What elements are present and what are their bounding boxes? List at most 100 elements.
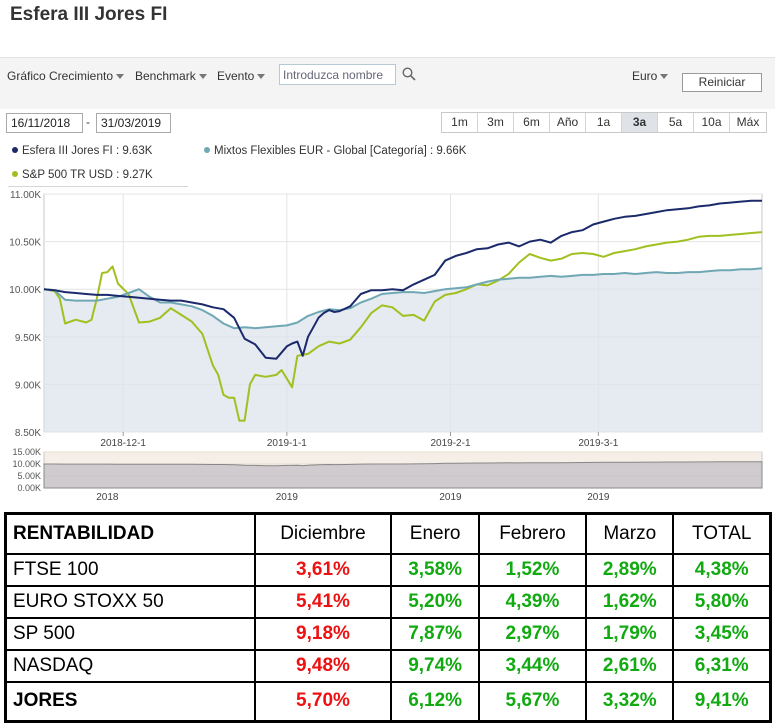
search-input[interactable] (279, 64, 396, 85)
table-cell: 1,62% (585, 584, 675, 619)
date-from-input[interactable]: 16/11/2018 (6, 113, 83, 133)
range-button-10a[interactable]: 10a (694, 113, 730, 132)
range-button-3m[interactable]: 3m (478, 113, 514, 132)
chevron-down-icon (116, 74, 125, 80)
search-icon[interactable] (402, 67, 416, 81)
table-cell: 1,52% (477, 552, 588, 587)
table-header-cell: TOTAL (672, 512, 772, 555)
navigator-series (43, 461, 763, 489)
table-header-cell: Enero (390, 512, 480, 555)
reset-button[interactable]: Reiniciar (682, 73, 762, 92)
table-cell: 3,61% (253, 552, 393, 587)
table-cell: 7,87% (390, 616, 480, 651)
legend-item-sp500[interactable]: S&P 500 TR USD : 9.27K (12, 169, 153, 181)
navigator-x-label: 2018 (96, 492, 119, 503)
page-title: Esfera III Jores FI (10, 4, 168, 25)
currency-menu-label: Euro (632, 69, 658, 83)
table-row: SP 500 9,18% 7,87% 2,97% 1,79% 3,45% (4, 616, 772, 651)
table-row: FTSE 100 3,61% 3,58% 1,52% 2,89% 4,38% (4, 552, 772, 587)
benchmark-menu[interactable]: Benchmark (135, 69, 207, 83)
row-label: EURO STOXX 50 (4, 584, 256, 619)
legend-label: Esfera III Jores FI : 9.63K (22, 145, 153, 157)
chevron-down-icon (660, 74, 669, 80)
x-tick-label: 2019-3-1 (578, 438, 618, 449)
table-cell: 6,12% (390, 680, 480, 723)
table-cell: 5,70% (253, 680, 393, 723)
y-tick-label: 11.00K (10, 190, 41, 201)
range-button-5a[interactable]: 5a (658, 113, 694, 132)
y-tick-label: 10.00K (9, 285, 41, 296)
table-cell: 5,80% (672, 584, 772, 619)
table-cell: 5,41% (253, 584, 393, 619)
table-cell: 9,18% (253, 616, 393, 651)
table-cell: 9,41% (672, 680, 772, 723)
x-tick-label: 2019-2-1 (430, 438, 470, 449)
table-cell: 9,74% (390, 648, 480, 683)
table-cell: 3,45% (672, 616, 772, 651)
table-cell: 2,61% (585, 648, 675, 683)
table-cell: 3,44% (477, 648, 588, 683)
event-menu-label: Evento (217, 69, 255, 83)
chart-toolbar: Gráfico Crecimiento Benchmark Evento Eur… (0, 57, 775, 109)
legend-item-category[interactable]: Mixtos Flexibles EUR - Global [Categoría… (204, 145, 466, 157)
table-cell: 3,58% (390, 552, 480, 587)
y-tick-label: 8.50K (15, 428, 41, 439)
table-row: NASDAQ 9,48% 9,74% 3,44% 2,61% 6,31% (4, 648, 772, 683)
navigator-y-label: 5.00K (17, 471, 41, 481)
table-cell: 1,79% (585, 616, 675, 651)
chevron-down-icon (257, 74, 266, 80)
y-tick-label: 10.50K (9, 238, 41, 249)
range-button-1m[interactable]: 1m (442, 113, 478, 132)
table-header-row: RENTABILIDAD Diciembre Enero Febrero Mar… (4, 512, 772, 555)
row-label: JORES (4, 680, 256, 723)
series-line-fund (43, 199, 762, 360)
legend-dot-icon (12, 170, 18, 177)
range-button-1a[interactable]: 1a (586, 113, 622, 132)
series-line-category (43, 267, 763, 330)
row-label: SP 500 (4, 616, 256, 651)
legend-dot-icon (12, 146, 18, 153)
navigator-y-label: 10.00K (12, 459, 41, 469)
range-button-año[interactable]: Año (550, 113, 586, 132)
main-plot: 11.00K 10.50K 10.00K 9.50K 9.00K 8.50K 2018-12… (9, 190, 763, 449)
table-cell: 3,32% (585, 680, 675, 723)
table-footer-row: JORES 5,70% 6,12% 5,67% 3,32% 9,41% (4, 680, 772, 723)
growth-chart: 11.00K 10.50K 10.00K 9.50K 9.00K 8.50K 2018-12… (9, 190, 763, 503)
date-separator: - (86, 115, 90, 129)
growth-chart-menu-label: Gráfico Crecimiento (7, 69, 114, 83)
table-cell: 5,20% (390, 584, 480, 619)
table-cell: 5,67% (477, 680, 588, 723)
table-cell: 2,89% (585, 552, 675, 587)
performance-table: RENTABILIDAD Diciembre Enero Febrero Mar… (4, 512, 772, 723)
chevron-down-icon (198, 74, 207, 80)
navigator-x-label: 2019 (439, 492, 462, 503)
series-line-sp500 (43, 231, 763, 422)
navigator-y-label: 15.00K (12, 447, 41, 457)
table-row: EURO STOXX 50 5,41% 5,20% 4,39% 1,62% 5,… (4, 584, 772, 619)
navigator-x-label: 2019 (276, 492, 299, 503)
benchmark-menu-label: Benchmark (135, 69, 196, 83)
growth-chart-menu[interactable]: Gráfico Crecimiento (7, 69, 125, 83)
legend-item-fund[interactable]: Esfera III Jores FI : 9.63K (12, 145, 152, 157)
range-button-3a[interactable]: 3a (622, 113, 658, 132)
table-cell: 6,31% (672, 648, 772, 683)
date-to-input[interactable]: 31/03/2019 (96, 113, 171, 133)
navigator-plot[interactable]: 15.00K 10.00K 5.00K 0.00K 2018 2019 2019 2019 (12, 447, 763, 503)
row-label: FTSE 100 (4, 552, 256, 587)
row-label: NASDAQ (4, 648, 256, 683)
range-button-6m[interactable]: 6m (514, 113, 550, 132)
table-cell: 4,39% (477, 584, 588, 619)
y-tick-label: 9.50K (15, 333, 41, 344)
legend-label: S&P 500 TR USD : 9.27K (22, 169, 153, 181)
x-tick-label: 2019-1-1 (267, 438, 307, 449)
table-cell: 2,97% (477, 616, 588, 651)
range-button-máx[interactable]: Máx (730, 113, 766, 132)
x-tick-label: 2018-12-1 (100, 438, 146, 449)
currency-menu[interactable]: Euro (632, 69, 669, 83)
table-cell: 4,38% (672, 552, 772, 587)
event-menu[interactable]: Evento (217, 69, 266, 83)
range-button-group: 1m 3m 6m Año 1a 3a 5a 10a Máx (441, 112, 767, 133)
table-header-cell: Marzo (585, 512, 675, 555)
legend-divider (8, 186, 188, 187)
table-header-cell: Diciembre (253, 512, 393, 555)
